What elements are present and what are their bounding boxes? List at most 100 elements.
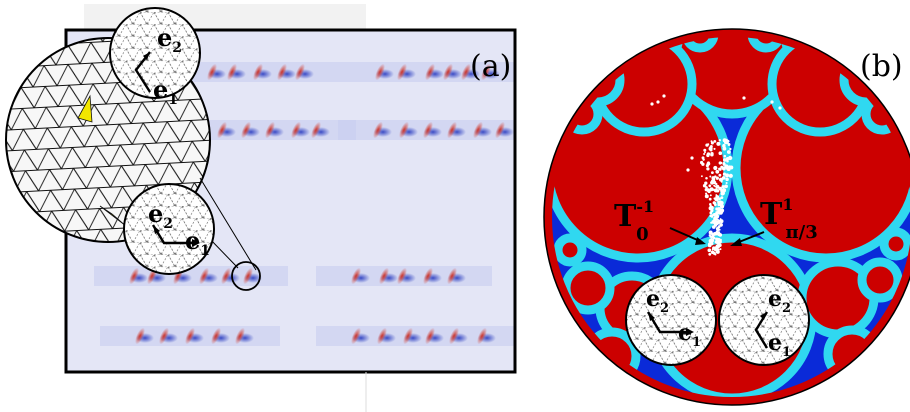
data-point	[723, 158, 727, 162]
svg-text:T-10: T-1 0	[614, 197, 654, 245]
data-point	[778, 106, 782, 110]
basis-e1-label: e1	[678, 320, 701, 350]
defect-red	[425, 327, 435, 345]
panel-b-label: (b)	[860, 49, 903, 84]
data-point	[725, 173, 730, 178]
data-point	[709, 194, 712, 197]
data-points	[650, 94, 782, 256]
data-point	[725, 177, 729, 182]
data-point	[705, 143, 709, 147]
data-point	[701, 162, 705, 166]
data-point	[742, 96, 746, 100]
data-point	[720, 189, 724, 193]
data-point	[711, 214, 714, 217]
data-point	[710, 141, 714, 145]
data-point	[716, 218, 718, 221]
data-point	[718, 177, 724, 182]
defect-red	[477, 327, 487, 345]
data-point	[715, 196, 719, 200]
data-point	[710, 151, 714, 156]
data-point	[709, 187, 714, 192]
basis-e2-label: e2	[157, 23, 182, 56]
data-point	[711, 248, 714, 251]
data-point	[709, 148, 713, 152]
data-point	[721, 205, 725, 208]
data-point	[717, 238, 721, 241]
defect-red	[397, 63, 407, 81]
data-point	[714, 222, 718, 227]
data-point	[712, 212, 717, 217]
data-point	[724, 184, 728, 189]
data-point	[719, 248, 722, 251]
defect-red	[135, 327, 145, 345]
data-point	[709, 214, 712, 218]
data-point	[705, 192, 708, 195]
data-point	[705, 186, 708, 189]
defect-red	[217, 121, 227, 139]
highlight-triangle	[99, 205, 127, 227]
data-point	[712, 178, 715, 181]
defect-red	[295, 63, 305, 81]
data-point	[710, 181, 713, 184]
defect-red	[425, 63, 435, 81]
data-point	[690, 156, 694, 160]
data-point	[707, 243, 712, 248]
defect-red	[403, 327, 413, 345]
data-point	[714, 220, 719, 224]
defect-red	[129, 267, 139, 285]
data-point	[719, 219, 724, 224]
data-point	[708, 248, 712, 251]
data-point	[721, 185, 725, 189]
data-point	[715, 194, 718, 196]
data-point	[704, 181, 708, 185]
data-point	[710, 208, 714, 213]
data-point	[718, 151, 723, 155]
data-point	[725, 139, 730, 143]
data-point	[712, 201, 717, 205]
data-point	[729, 147, 732, 151]
data-point	[718, 233, 723, 237]
data-point	[718, 167, 722, 171]
data-point	[709, 207, 712, 210]
data-point	[705, 176, 708, 180]
data-point	[710, 231, 713, 234]
lattice-inset: e2 e1	[625, 274, 717, 366]
defect-red	[461, 63, 471, 81]
defect-red	[199, 267, 209, 285]
data-point	[713, 140, 717, 143]
defect-red	[241, 121, 251, 139]
data-point	[709, 175, 712, 178]
data-point	[715, 249, 720, 254]
data-point	[686, 168, 690, 172]
data-point	[714, 175, 717, 178]
lattice-inset: e2 e1	[718, 274, 810, 366]
defect-red	[375, 63, 385, 81]
defect-red	[399, 121, 409, 139]
data-point	[728, 155, 733, 161]
data-point	[709, 241, 713, 245]
basis-e1-label: e1	[185, 226, 210, 259]
data-point	[703, 148, 707, 152]
data-point	[704, 151, 706, 154]
data-point	[706, 188, 710, 193]
data-point	[710, 237, 713, 241]
data-point	[715, 211, 719, 214]
data-point	[708, 253, 711, 256]
data-point	[703, 153, 706, 155]
data-point	[717, 210, 720, 213]
data-point	[714, 246, 718, 250]
defect-red	[221, 267, 231, 285]
defect-red	[253, 63, 263, 81]
annotation-left: T-1 0	[614, 197, 706, 245]
defect-red	[277, 63, 287, 81]
data-point	[715, 176, 719, 180]
svg-text:T1π/3: T1 π/3	[760, 195, 818, 243]
defect-red	[443, 63, 453, 81]
defect-red	[447, 121, 457, 139]
data-point	[722, 146, 727, 151]
lattice-inset: e2 e1	[109, 7, 201, 108]
defect-red	[243, 267, 253, 285]
defect-red	[447, 267, 457, 285]
annotation-right: T1 π/3	[730, 195, 818, 246]
data-point	[727, 143, 731, 146]
